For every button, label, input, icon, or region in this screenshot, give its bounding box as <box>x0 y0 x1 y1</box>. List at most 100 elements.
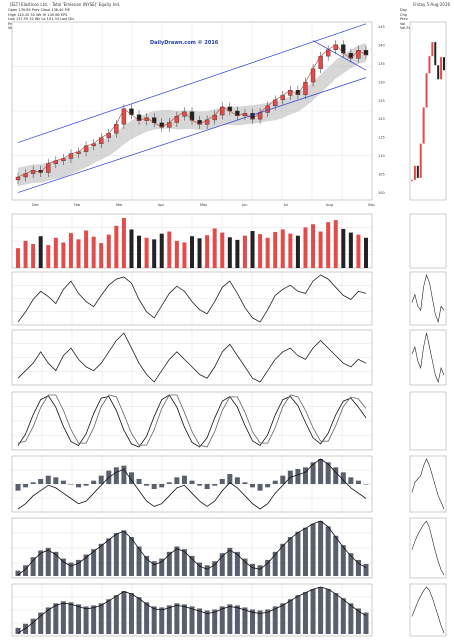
macd-histogram-bar <box>204 565 210 576</box>
macd-histogram-bar <box>340 598 346 634</box>
stat-line: Open 139.85 Prev Close 138.40 P/E <box>8 8 71 12</box>
y-tick-label: 125 <box>378 99 385 103</box>
macd-histogram-bar <box>272 606 278 634</box>
macd-histogram-bar <box>53 551 59 576</box>
macd-histogram-bar <box>287 537 293 576</box>
macd-histogram-bar <box>227 547 233 576</box>
volume-bar <box>68 233 73 268</box>
macd-histogram-bar <box>23 565 29 576</box>
mini-panel-frame <box>409 455 447 513</box>
volume-bar <box>311 224 316 268</box>
volume-bar <box>23 240 28 268</box>
stats-right: Day Chg Prev Vol Vol-Fw <box>400 8 448 31</box>
mini-line <box>411 274 445 324</box>
stochastic-k-line <box>17 394 367 448</box>
macd-histogram-bar <box>302 592 308 634</box>
macd-histogram-bar <box>318 459 324 484</box>
close-line <box>17 44 367 178</box>
macd-histogram-bar <box>128 472 134 484</box>
macd-histogram-bar <box>159 558 165 576</box>
volume-bar <box>152 239 157 268</box>
macd-histogram-bar <box>91 480 97 484</box>
macd-histogram-bar <box>166 482 172 484</box>
macd-histogram-bar <box>325 589 331 634</box>
macd-histogram-bar <box>295 469 301 484</box>
macd-histogram-bar <box>189 555 195 576</box>
volume-bar <box>333 220 338 268</box>
macd-histogram-bar <box>280 603 286 634</box>
macd-histogram-bar <box>340 472 346 484</box>
macd-histogram-bar <box>166 551 172 576</box>
mini-line <box>411 458 445 510</box>
macd-histogram-bar <box>250 609 256 634</box>
volume-bar <box>288 233 293 268</box>
macd-histogram-bar <box>106 599 112 634</box>
volume-bar <box>341 228 346 268</box>
y-tick-label: 110 <box>378 154 385 158</box>
mini-candle <box>440 57 443 80</box>
macd-histogram-bar <box>38 479 44 484</box>
macd-histogram-bar <box>98 543 104 576</box>
macd-histogram-bar <box>318 521 324 576</box>
macd-histogram-bar <box>189 606 195 634</box>
macd-histogram-bar <box>83 606 89 634</box>
volume-bar <box>99 243 104 268</box>
macd-histogram-bar <box>227 604 233 634</box>
mini-panel-frame <box>409 583 447 637</box>
macd-histogram-bar <box>348 477 354 484</box>
volume-bar <box>197 238 202 268</box>
macd-histogram-bar <box>363 484 369 485</box>
volume-bar <box>137 235 142 268</box>
mini-candle <box>443 57 445 71</box>
trend-line <box>17 77 367 193</box>
y-tick-label: 130 <box>378 80 385 84</box>
macd-histogram-bar <box>302 467 308 484</box>
macd-histogram-bar <box>295 531 301 576</box>
macd-histogram-bar <box>15 570 21 576</box>
macd-histogram-bar <box>83 484 89 486</box>
macd-histogram-bar <box>136 546 142 576</box>
mini-panel-frame <box>409 271 447 326</box>
volume-bar <box>16 248 20 268</box>
macd-histogram-bar <box>348 603 354 634</box>
watermark-text: DailyDrawn.com © 2016 <box>150 40 219 46</box>
macd-histogram-bar <box>363 563 369 576</box>
volume-bar <box>84 230 89 268</box>
macd-histogram-bar <box>242 558 248 576</box>
x-tick-label: Apr <box>158 203 165 207</box>
x-tick-label: Dec <box>32 203 39 207</box>
mini-line <box>411 586 445 634</box>
macd-histogram-bar <box>53 603 59 634</box>
x-tick-label: Jul <box>283 203 288 207</box>
volume-bar <box>53 237 58 268</box>
macd-histogram-bar <box>136 479 142 484</box>
macd-histogram-bar <box>265 484 271 488</box>
macd-histogram-bar <box>227 474 233 484</box>
mini-line <box>411 520 445 576</box>
macd-histogram-bar <box>318 587 324 634</box>
macd-histogram-bar <box>242 482 248 484</box>
volume-bar <box>273 232 278 268</box>
macd-histogram-bar <box>23 484 29 488</box>
y-tick-label: 140 <box>378 43 385 47</box>
y-tick-label: 100 <box>378 191 385 195</box>
volume-bar <box>326 222 331 268</box>
stochastic-d-line <box>17 394 367 448</box>
stat-line: Vol-Fw <box>400 26 412 30</box>
macd-histogram-bar <box>257 610 263 634</box>
mini-panel-frame <box>409 329 447 386</box>
volume-bar <box>91 236 96 268</box>
macd-histogram-bar <box>212 484 218 486</box>
stat-line: Day <box>400 8 407 12</box>
macd-histogram-bar <box>197 484 203 486</box>
macd-histogram-bar <box>113 595 119 634</box>
macd-histogram-bar <box>333 593 339 634</box>
macd-histogram-bar <box>121 591 127 634</box>
macd-histogram-bar <box>272 480 278 484</box>
macd-histogram-bar <box>181 604 187 634</box>
volume-bar <box>280 229 285 268</box>
macd-histogram-bar <box>325 462 331 484</box>
macd-histogram-bar <box>83 554 89 576</box>
